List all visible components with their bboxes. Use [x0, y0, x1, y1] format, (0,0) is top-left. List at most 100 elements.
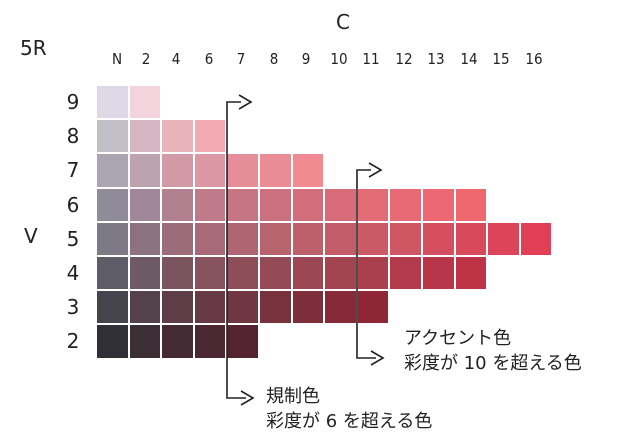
- value-tick: 5: [66, 226, 80, 251]
- color-chip: [292, 154, 324, 187]
- color-chip: [227, 325, 258, 358]
- color-chip: [423, 257, 454, 290]
- chroma-tick: 2: [141, 50, 151, 68]
- color-chip: [162, 222, 193, 255]
- color-chip: [194, 154, 226, 187]
- value-tick: 6: [66, 192, 80, 217]
- value-axis-title: V: [24, 224, 38, 248]
- regulated-color-description: 彩度が 6 を超える色: [266, 411, 433, 432]
- color-chip: [162, 291, 193, 324]
- color-chip: [357, 257, 389, 290]
- color-chip: [292, 222, 324, 255]
- color-chip: [357, 188, 389, 221]
- color-chip: [227, 291, 258, 324]
- color-chip: [260, 154, 291, 187]
- chroma-tick: 16: [525, 50, 543, 68]
- color-chip: [162, 154, 193, 187]
- chroma-tick: 7: [236, 50, 246, 68]
- color-chip: [455, 222, 487, 255]
- color-chip: [488, 222, 519, 255]
- chroma-tick: 13: [427, 50, 445, 68]
- chroma-tick: 9: [301, 50, 311, 68]
- color-chip: [129, 154, 161, 187]
- chroma-tick: 10: [330, 50, 348, 68]
- accent-color-title: アクセント色: [404, 328, 512, 349]
- color-chip: [129, 86, 161, 119]
- chroma-tick: 6: [204, 50, 214, 68]
- color-chip: [194, 257, 226, 290]
- color-chip: [390, 257, 421, 290]
- accent-color-description: 彩度が 10 を超える色: [404, 353, 582, 374]
- color-chip: [260, 188, 291, 221]
- color-chip: [194, 188, 226, 221]
- color-chip: [97, 188, 128, 221]
- chroma-tick: 15: [492, 50, 510, 68]
- chroma-tick: 11: [362, 50, 380, 68]
- value-tick: 7: [66, 158, 80, 183]
- color-chip: [325, 222, 356, 255]
- color-chip: [520, 222, 552, 255]
- chroma-axis-title: C: [336, 10, 350, 34]
- color-chip: [455, 188, 487, 221]
- value-tick: 3: [66, 295, 80, 320]
- color-chip: [325, 188, 356, 221]
- color-chip: [97, 120, 128, 153]
- value-tick: 2: [66, 329, 80, 354]
- color-chip: [97, 86, 128, 119]
- chroma-tick: 4: [171, 50, 181, 68]
- color-chip: [455, 257, 487, 290]
- regulated-color-note: 規制色 彩度が 6 を超える色: [266, 384, 432, 434]
- color-chip: [227, 188, 258, 221]
- color-chip: [390, 222, 421, 255]
- color-chip: [194, 291, 226, 324]
- color-chip: [325, 257, 356, 290]
- color-chip: [357, 291, 389, 324]
- color-chip: [260, 291, 291, 324]
- color-chip: [162, 257, 193, 290]
- color-chip: [129, 257, 161, 290]
- color-chip: [129, 120, 161, 153]
- color-chip: [129, 188, 161, 221]
- color-chip: [129, 222, 161, 255]
- color-chip: [129, 325, 161, 358]
- color-chip: [390, 188, 421, 221]
- color-chip: [227, 154, 258, 187]
- color-chip: [292, 291, 324, 324]
- color-chip: [260, 257, 291, 290]
- color-chip: [194, 325, 226, 358]
- color-chip: [423, 222, 454, 255]
- color-chip: [194, 222, 226, 255]
- chroma-tick: 8: [269, 50, 279, 68]
- color-chip: [260, 222, 291, 255]
- chroma-tick: 14: [460, 50, 478, 68]
- color-chip: [227, 257, 258, 290]
- regulated-color-title: 規制色: [266, 386, 320, 407]
- color-chip: [162, 325, 193, 358]
- color-chip: [194, 120, 226, 153]
- color-chip: [97, 154, 128, 187]
- color-chip: [162, 188, 193, 221]
- color-chip: [97, 291, 128, 324]
- color-chip: [292, 188, 324, 221]
- color-chip: [97, 222, 128, 255]
- regulated-boundary-arrow: [226, 94, 255, 406]
- color-chip: [292, 257, 324, 290]
- hue-label: 5R: [20, 36, 47, 60]
- accent-boundary-arrow: [356, 162, 385, 366]
- value-tick: 8: [66, 124, 80, 149]
- color-chip: [162, 120, 193, 153]
- color-chip: [325, 291, 356, 324]
- color-chip: [97, 257, 128, 290]
- accent-color-note: アクセント色 彩度が 10 を超える色: [404, 326, 582, 376]
- chroma-tick: N: [111, 50, 123, 68]
- color-chip: [227, 222, 258, 255]
- value-tick: 9: [66, 90, 80, 114]
- color-chip: [357, 222, 389, 255]
- color-chip: [97, 325, 128, 358]
- chroma-tick: 12: [395, 50, 413, 68]
- color-chip: [129, 291, 161, 324]
- color-chip: [423, 188, 454, 221]
- value-tick: 4: [66, 261, 80, 285]
